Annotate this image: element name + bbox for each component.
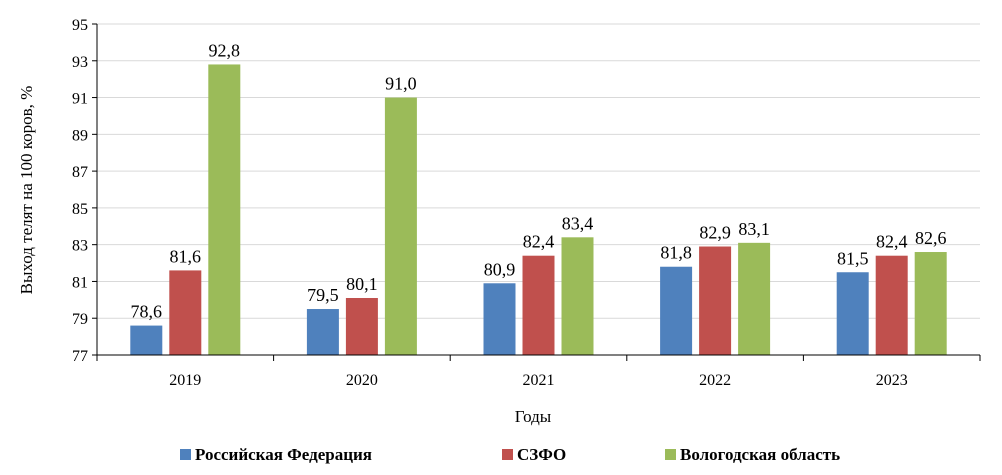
y-tick-label: 89	[72, 127, 88, 144]
data-label: 82,6	[915, 228, 947, 248]
y-tick-label: 91	[72, 91, 88, 108]
bar	[306, 309, 339, 355]
y-tick-label: 85	[72, 201, 88, 218]
x-axis-ticks: 2019 2020 2021 2022 2023	[96, 355, 981, 389]
data-label: 81,6	[170, 246, 202, 266]
data-label: 78,6	[131, 302, 163, 322]
x-tick-label: 2019	[169, 372, 201, 389]
data-label: 81,8	[660, 243, 692, 263]
bar	[345, 297, 378, 355]
data-label: 80,9	[484, 259, 516, 279]
data-label: 79,5	[307, 285, 339, 305]
data-label: 92,8	[209, 40, 241, 60]
data-label: 82,4	[876, 232, 908, 252]
y-axis-label: Выход телят на 100 коров, %	[17, 86, 36, 295]
bar	[699, 246, 732, 355]
data-label: 82,4	[523, 232, 555, 252]
gridlines	[97, 23, 980, 319]
data-label: 81,5	[837, 248, 869, 268]
bar	[836, 272, 869, 355]
legend-label: Российская Федерация	[195, 445, 372, 464]
data-labels: 78,6 81,6 92,8 79,5 80,1 91,0 80,9 82,4 83,4 81,8…	[131, 40, 947, 321]
legend-swatch	[665, 449, 676, 460]
data-label: 91,0	[385, 74, 417, 94]
x-tick-label: 2023	[876, 372, 908, 389]
data-label: 83,4	[562, 213, 594, 233]
bar	[483, 283, 516, 355]
bar	[738, 242, 771, 355]
bar	[914, 252, 947, 355]
legend-label: СЗФО	[517, 445, 566, 464]
bar	[130, 325, 163, 355]
x-tick-label: 2021	[523, 372, 555, 389]
y-tick-label: 81	[72, 274, 88, 291]
bars	[130, 64, 947, 356]
y-tick-label: 79	[72, 311, 88, 328]
data-label: 82,9	[699, 223, 731, 243]
data-label: 83,1	[738, 219, 770, 239]
bar	[384, 97, 417, 356]
bar	[875, 255, 908, 355]
legend-swatch	[180, 449, 191, 460]
x-axis-label: Годы	[515, 407, 552, 426]
y-tick-label: 95	[72, 17, 88, 34]
data-label: 80,1	[346, 274, 378, 294]
legend-label: Вологодская область	[680, 445, 840, 464]
legend: Российская Федерация СЗФО Вологодская обла…	[180, 445, 840, 464]
legend-swatch	[502, 449, 513, 460]
bar	[561, 237, 594, 355]
y-tick-label: 77	[72, 348, 88, 365]
x-tick-label: 2020	[346, 372, 378, 389]
y-tick-label: 83	[72, 238, 88, 255]
bar	[522, 255, 555, 355]
y-tick-label: 93	[72, 54, 88, 71]
bar	[169, 270, 202, 355]
x-tick-label: 2022	[699, 372, 731, 389]
bar	[208, 64, 241, 355]
y-tick-label: 87	[72, 164, 88, 181]
bar	[660, 266, 693, 355]
y-axis-ticks: 77 79 81 83 85 87 89 91 93 95	[72, 17, 97, 365]
